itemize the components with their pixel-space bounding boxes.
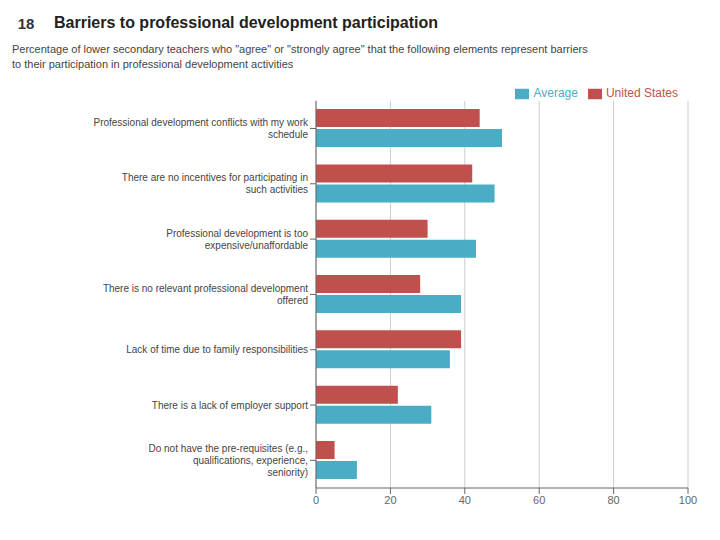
svg-text:40: 40 [459, 494, 471, 506]
svg-text:Lack of time due to family res: Lack of time due to family responsibilit… [126, 344, 308, 355]
svg-text:100: 100 [679, 494, 697, 506]
svg-text:80: 80 [607, 494, 619, 506]
svg-text:Professional development confl: Professional development conflicts with … [93, 117, 309, 140]
svg-text:60: 60 [533, 494, 545, 506]
svg-text:There is no relevant professio: There is no relevant professional develo… [103, 283, 308, 306]
svg-text:There are no incentives for pa: There are no incentives for participatin… [122, 172, 308, 195]
html-text:18: 18 [17, 14, 35, 32]
html-text:United States: United States [606, 86, 678, 100]
svg-text:Do not have the pre-requisites: Do not have the pre-requisites (e.g.,qua… [148, 443, 308, 478]
html-text:Percentage of lower secondary: Percentage of lower secondary teachers w… [12, 43, 588, 70]
html-text:Average: Average [533, 86, 578, 100]
svg-text:Professional development is to: Professional development is tooexpensive… [166, 228, 308, 251]
html-text:Barriers to professional devel: Barriers to professional development par… [54, 14, 439, 31]
svg-text:0: 0 [313, 494, 319, 506]
svg-text:20: 20 [384, 494, 396, 506]
svg-text:There is a lack of employer su: There is a lack of employer support [152, 400, 308, 411]
